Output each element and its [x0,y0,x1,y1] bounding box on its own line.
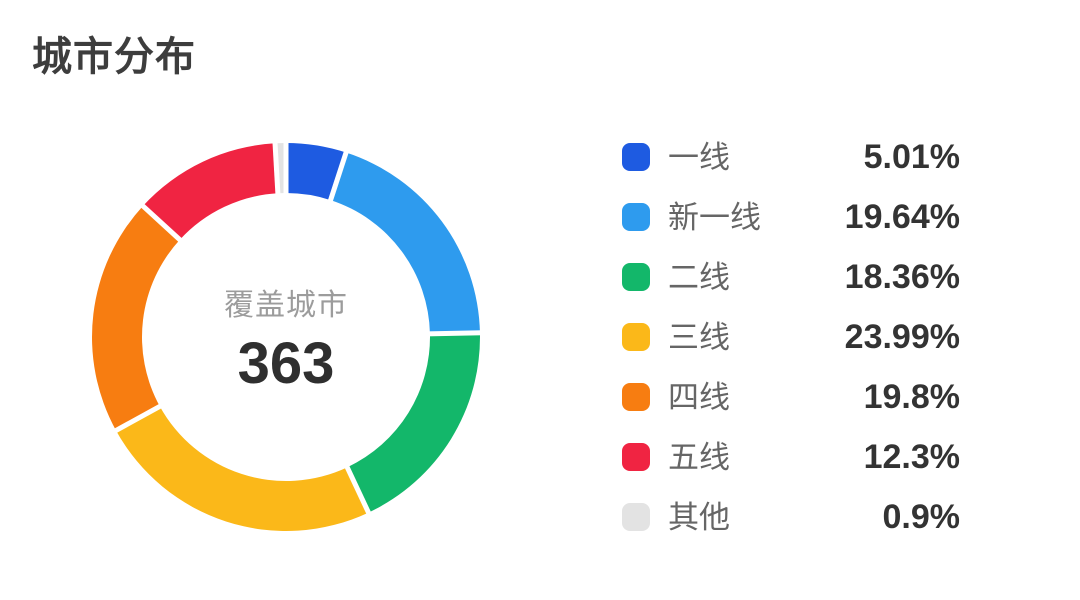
segment-gap [327,148,350,204]
legend-label: 其他 [668,499,730,535]
legend-label: 四线 [668,379,730,415]
donut-segment-tier5[interactable] [142,143,278,240]
legend-item-tier5[interactable]: 五线 12.3% [622,427,960,487]
donut-svg[interactable] [90,141,482,533]
donut-segment-new-tier1[interactable] [330,152,480,334]
legend-item-tier3[interactable]: 三线 23.99% [622,307,960,367]
legend-swatch-other [622,503,650,531]
legend-swatch-tier4 [622,383,650,411]
legend-label: 三线 [668,319,730,355]
segment-gap [426,330,482,337]
segment-gap [343,463,373,517]
legend-item-tier4[interactable]: 四线 19.8% [622,367,960,427]
donut-segment-tier3[interactable] [116,406,369,531]
segment-gap [139,202,184,244]
legend: 一线 5.01% 新一线 19.64% 二线 18.36% 三线 23.99% … [622,127,960,547]
legend-item-tier1[interactable]: 一线 5.01% [622,127,960,187]
legend-value: 0.9% [882,498,961,536]
donut-segment-tier4[interactable] [92,205,180,431]
legend-value: 18.36% [844,258,960,296]
legend-label: 二线 [668,259,730,295]
legend-swatch-tier3 [622,323,650,351]
legend-swatch-tier1 [622,143,650,171]
legend-swatch-tier2 [622,263,650,291]
legend-swatch-tier5 [622,443,650,471]
legend-item-tier2[interactable]: 二线 18.36% [622,247,960,307]
legend-label: 五线 [668,439,730,475]
legend-label: 一线 [668,139,730,175]
legend-label: 新一线 [668,199,761,235]
donut-segment-tier2[interactable] [347,332,480,513]
page-title: 城市分布 [32,35,196,79]
legend-value: 12.3% [863,438,960,476]
segment-gap [272,141,281,197]
donut-segment-tier1[interactable] [286,143,347,201]
legend-value: 19.64% [844,198,960,236]
legend-value: 5.01% [863,138,960,176]
legend-item-new-tier1[interactable]: 新一线 19.64% [622,187,960,247]
legend-swatch-new-tier1 [622,203,650,231]
legend-item-other[interactable]: 其他 0.9% [622,487,960,547]
segment-gap [112,402,164,435]
donut-chart: 覆盖城市 363 [90,141,482,533]
legend-value: 23.99% [844,318,960,356]
legend-value: 19.8% [863,378,960,416]
